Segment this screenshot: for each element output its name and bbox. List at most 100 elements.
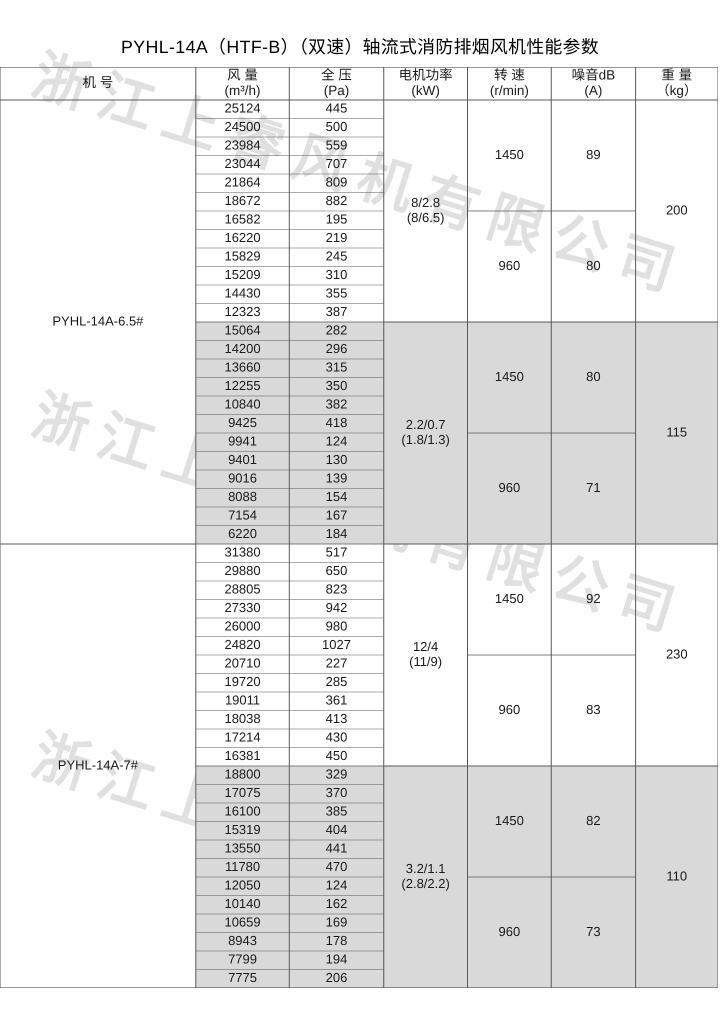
svg-text:1450: 1450 xyxy=(495,147,524,162)
svg-text:315: 315 xyxy=(326,360,348,375)
svg-text:230: 230 xyxy=(666,646,688,661)
svg-text:89: 89 xyxy=(586,147,600,162)
svg-text:823: 823 xyxy=(326,582,348,597)
svg-text:355: 355 xyxy=(326,286,348,301)
svg-text:18800: 18800 xyxy=(224,767,260,782)
svg-text:PYHL-14A-7#: PYHL-14A-7# xyxy=(58,757,139,772)
svg-text:(8/6.5): (8/6.5) xyxy=(407,210,445,225)
svg-text:350: 350 xyxy=(326,378,348,393)
svg-text:13550: 13550 xyxy=(224,841,260,856)
svg-text:10840: 10840 xyxy=(224,397,260,412)
svg-text:(A): (A) xyxy=(584,83,602,98)
svg-text:24820: 24820 xyxy=(224,637,260,652)
svg-text:12323: 12323 xyxy=(224,304,260,319)
svg-text:电机功率: 电机功率 xyxy=(399,67,453,82)
svg-text:1450: 1450 xyxy=(495,813,524,828)
svg-text:15319: 15319 xyxy=(224,822,260,837)
svg-text:219: 219 xyxy=(326,230,348,245)
svg-text:18038: 18038 xyxy=(224,711,260,726)
svg-text:14200: 14200 xyxy=(224,341,260,356)
svg-text:130: 130 xyxy=(326,452,348,467)
svg-text:9401: 9401 xyxy=(228,452,257,467)
svg-text:450: 450 xyxy=(326,748,348,763)
svg-text:15209: 15209 xyxy=(224,267,260,282)
svg-text:18672: 18672 xyxy=(224,193,260,208)
svg-text:风 量: 风 量 xyxy=(227,67,258,82)
svg-text:707: 707 xyxy=(326,156,348,171)
svg-text:167: 167 xyxy=(326,508,348,523)
svg-text:124: 124 xyxy=(326,878,348,893)
svg-text:80: 80 xyxy=(586,369,600,384)
svg-text:169: 169 xyxy=(326,915,348,930)
svg-text:17214: 17214 xyxy=(224,730,260,745)
svg-text:2.2/0.7: 2.2/0.7 xyxy=(406,417,446,432)
svg-text:184: 184 xyxy=(326,526,348,541)
svg-text:23044: 23044 xyxy=(224,156,260,171)
svg-text:154: 154 xyxy=(326,489,348,504)
svg-text:7775: 7775 xyxy=(228,970,257,985)
svg-text:15064: 15064 xyxy=(224,323,260,338)
svg-text:370: 370 xyxy=(326,785,348,800)
svg-text:559: 559 xyxy=(326,138,348,153)
svg-text:418: 418 xyxy=(326,415,348,430)
svg-text:28805: 28805 xyxy=(224,582,260,597)
svg-text:809: 809 xyxy=(326,175,348,190)
svg-text:16381: 16381 xyxy=(224,748,260,763)
svg-text:882: 882 xyxy=(326,193,348,208)
svg-text:16582: 16582 xyxy=(224,212,260,227)
svg-text:960: 960 xyxy=(499,258,521,273)
svg-text:441: 441 xyxy=(326,841,348,856)
svg-text:387: 387 xyxy=(326,304,348,319)
svg-text:282: 282 xyxy=(326,323,348,338)
svg-text:124: 124 xyxy=(326,434,348,449)
svg-text:329: 329 xyxy=(326,767,348,782)
svg-text:404: 404 xyxy=(326,822,348,837)
svg-text:(11/9): (11/9) xyxy=(409,654,442,669)
svg-text:11780: 11780 xyxy=(225,859,260,874)
svg-text:139: 139 xyxy=(326,471,348,486)
svg-text:20710: 20710 xyxy=(224,656,260,671)
svg-text:9941: 9941 xyxy=(228,434,257,449)
svg-text:195: 195 xyxy=(326,212,348,227)
svg-text:115: 115 xyxy=(666,424,687,439)
svg-text:(r/min): (r/min) xyxy=(490,83,529,98)
svg-text:(1.8/1.3): (1.8/1.3) xyxy=(401,432,449,447)
svg-text:1450: 1450 xyxy=(495,591,524,606)
svg-text:13660: 13660 xyxy=(224,360,260,375)
svg-text:71: 71 xyxy=(586,480,600,495)
svg-text:12255: 12255 xyxy=(224,378,260,393)
svg-text:110: 110 xyxy=(666,868,687,883)
svg-text:960: 960 xyxy=(499,480,521,495)
svg-text:200: 200 xyxy=(666,202,688,217)
svg-text:245: 245 xyxy=(326,249,348,264)
svg-text:16220: 16220 xyxy=(224,230,260,245)
svg-text:23984: 23984 xyxy=(224,138,260,153)
svg-text:PYHL-14A-6.5#: PYHL-14A-6.5# xyxy=(52,313,144,328)
svg-text:92: 92 xyxy=(586,591,600,606)
svg-text:14430: 14430 xyxy=(224,286,260,301)
svg-text:7154: 7154 xyxy=(228,508,257,523)
svg-text:8943: 8943 xyxy=(228,933,257,948)
svg-text:25124: 25124 xyxy=(224,101,260,116)
svg-text:3.2/1.1: 3.2/1.1 xyxy=(406,861,446,876)
svg-text:470: 470 xyxy=(326,859,348,874)
svg-text:17075: 17075 xyxy=(224,785,260,800)
svg-text:1027: 1027 xyxy=(322,637,351,652)
svg-text:980: 980 xyxy=(326,619,348,634)
svg-text:310: 310 xyxy=(326,267,348,282)
svg-text:960: 960 xyxy=(499,924,521,939)
svg-text:19011: 19011 xyxy=(225,693,260,708)
svg-text:285: 285 xyxy=(326,674,348,689)
svg-text:(kW): (kW) xyxy=(411,83,439,98)
svg-text:1450: 1450 xyxy=(495,369,524,384)
svg-text:80: 80 xyxy=(586,258,600,273)
svg-text:942: 942 xyxy=(326,600,348,615)
svg-text:83: 83 xyxy=(586,702,600,717)
svg-text:26000: 26000 xyxy=(224,619,260,634)
svg-text:73: 73 xyxy=(586,924,600,939)
svg-text:6220: 6220 xyxy=(228,526,257,541)
svg-text:10140: 10140 xyxy=(224,896,260,911)
svg-text:29880: 29880 xyxy=(224,563,260,578)
svg-text:82: 82 xyxy=(586,813,600,828)
svg-text:206: 206 xyxy=(326,970,348,985)
